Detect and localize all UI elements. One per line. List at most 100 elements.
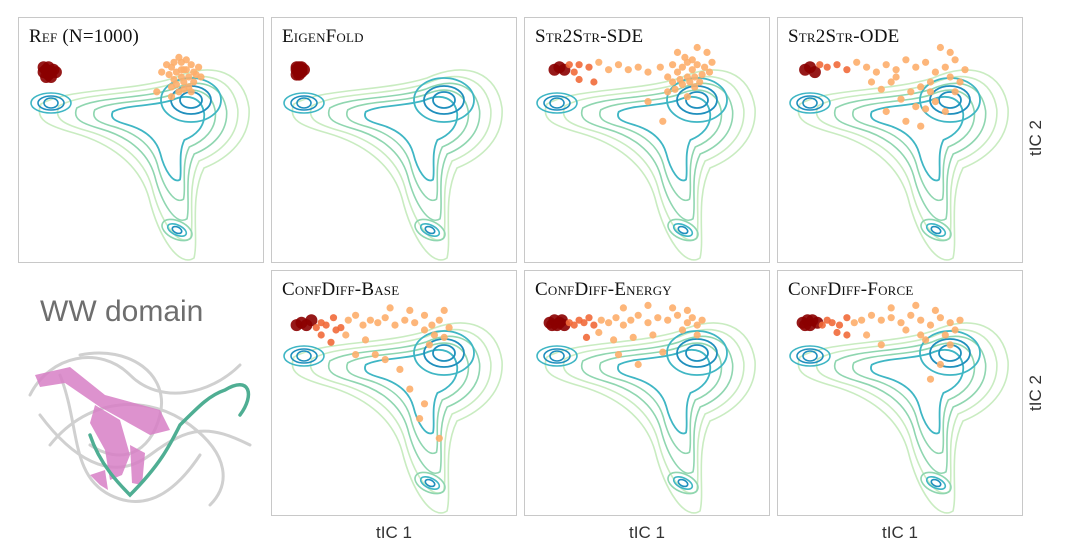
contour-line bbox=[549, 97, 565, 109]
scatter-point bbox=[936, 43, 944, 52]
scatter-point bbox=[659, 117, 667, 125]
panel-title: Str2Str-ODE bbox=[788, 26, 900, 47]
scatter-point bbox=[590, 321, 598, 329]
scatter-point bbox=[863, 63, 871, 71]
contour-line bbox=[536, 92, 578, 114]
scatter-point bbox=[420, 326, 429, 334]
contour-line bbox=[549, 350, 565, 362]
scatter-point bbox=[833, 328, 841, 337]
scatter-point bbox=[858, 316, 866, 324]
scatter-point bbox=[406, 306, 414, 314]
scatter-point bbox=[877, 341, 885, 349]
scatter-point bbox=[352, 311, 360, 319]
panel-title: EigenFold bbox=[282, 26, 364, 47]
scatter-point bbox=[678, 63, 686, 71]
contour-line bbox=[929, 85, 971, 115]
scatter-point bbox=[386, 304, 394, 312]
scatter-point bbox=[673, 48, 682, 56]
protein-ghost-trace bbox=[58, 373, 202, 503]
scatter-point bbox=[902, 56, 910, 64]
contour-line bbox=[667, 218, 699, 242]
scatter-point bbox=[701, 63, 709, 71]
scatter-point bbox=[570, 321, 578, 329]
contour-line bbox=[920, 218, 952, 242]
scatter-point bbox=[322, 321, 330, 329]
scatter-point bbox=[605, 319, 613, 327]
scatter-point bbox=[897, 319, 905, 327]
panel-confdiff-force: ConfDiff-Force bbox=[777, 270, 1023, 516]
scatter-point bbox=[926, 375, 935, 383]
contour-line bbox=[685, 344, 709, 362]
scatter-point bbox=[678, 80, 686, 88]
scatter-point bbox=[177, 73, 185, 81]
scatter-point bbox=[951, 56, 959, 64]
contour-plot-confdiff-energy bbox=[536, 301, 756, 514]
contour-line bbox=[925, 223, 947, 237]
scatter-point bbox=[691, 83, 699, 91]
contour-line bbox=[796, 348, 824, 364]
scatter-point bbox=[887, 304, 895, 312]
scatter-point bbox=[37, 61, 50, 74]
scatter-point bbox=[610, 336, 618, 344]
contour-line bbox=[309, 75, 492, 241]
scatter-point bbox=[634, 311, 642, 319]
panel-confdiff-energy: ConfDiff-Energy bbox=[524, 270, 770, 516]
scatter-point bbox=[683, 319, 691, 327]
scatter-point bbox=[190, 68, 198, 76]
contour-line bbox=[617, 96, 712, 182]
contour-line bbox=[677, 478, 689, 488]
panel-title: Str2Str-SDE bbox=[535, 26, 644, 47]
panel-confdiff-base: ConfDiff-Base bbox=[271, 270, 517, 516]
scatter-point bbox=[445, 324, 453, 332]
contour-line bbox=[291, 322, 503, 514]
scatter-point bbox=[917, 316, 925, 324]
density-contours bbox=[283, 322, 503, 514]
contour-line bbox=[423, 85, 465, 115]
contour-line bbox=[677, 225, 689, 235]
scatter-point bbox=[619, 304, 627, 312]
scatter-point bbox=[867, 78, 876, 86]
contour-line bbox=[43, 97, 59, 109]
scatter-point bbox=[708, 58, 716, 66]
scatter-point bbox=[897, 95, 905, 103]
contour-line bbox=[789, 92, 831, 114]
scatter-point bbox=[656, 63, 664, 71]
scatter-point bbox=[703, 48, 711, 56]
scatter-point bbox=[946, 319, 954, 327]
scatter-point bbox=[659, 348, 667, 356]
contour-line bbox=[290, 348, 318, 364]
scatter-point bbox=[693, 321, 701, 329]
scatter-point bbox=[693, 331, 701, 339]
scatter-point bbox=[644, 319, 652, 327]
scatter-point bbox=[158, 68, 166, 76]
contour-line bbox=[580, 335, 734, 474]
scatter-point bbox=[312, 324, 320, 332]
scatter-point bbox=[941, 331, 949, 339]
scatter-point bbox=[683, 93, 691, 101]
contour-line bbox=[543, 348, 571, 364]
protein-label: WW domain bbox=[40, 295, 204, 328]
scatter-point bbox=[644, 68, 652, 76]
scatter-point bbox=[187, 88, 195, 96]
scatter-point bbox=[595, 328, 603, 337]
scatter-point bbox=[612, 314, 620, 322]
y-axis-label: tIC 2 bbox=[1025, 375, 1045, 411]
scatter-point bbox=[693, 43, 701, 52]
scatter-series bbox=[799, 43, 969, 130]
scatter-point bbox=[366, 316, 374, 324]
scatter-point bbox=[664, 73, 672, 81]
contour-plot-ref bbox=[30, 53, 250, 261]
scatter-point bbox=[185, 73, 193, 81]
contour-plot-confdiff-force bbox=[789, 301, 1009, 514]
scatter-point bbox=[902, 326, 910, 334]
scatter-point bbox=[401, 316, 409, 324]
contour-plot-confdiff-base bbox=[283, 304, 503, 514]
scatter-point bbox=[359, 321, 367, 329]
contour-line bbox=[919, 330, 981, 376]
contour-line bbox=[414, 218, 446, 242]
contour-line bbox=[672, 476, 694, 490]
scatter-point bbox=[416, 415, 424, 423]
contour-line bbox=[419, 476, 441, 490]
scatter-point bbox=[931, 68, 939, 76]
contour-line bbox=[797, 322, 1009, 514]
